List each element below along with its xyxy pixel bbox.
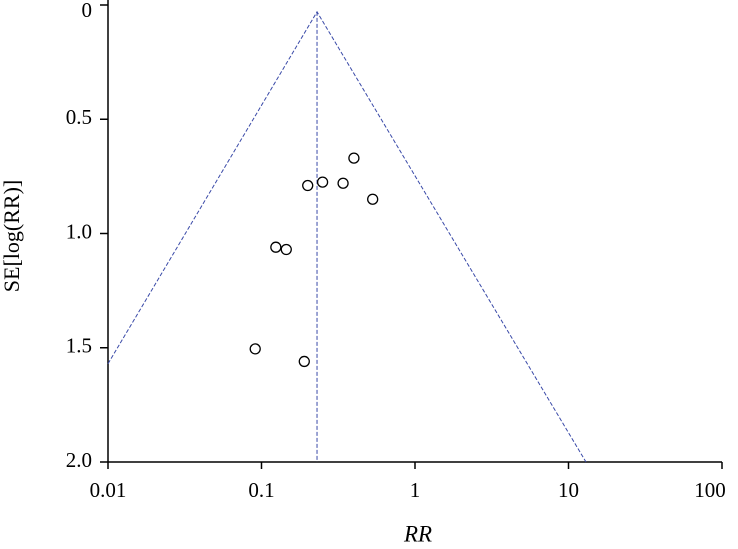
point [298,355,310,368]
funnel-line [107,10,587,463]
point [280,243,292,256]
point [367,193,379,205]
point [316,176,329,188]
y-tick-label: 0 [82,0,93,22]
y-axis-label: SE[log(RR)] [0,180,24,292]
x-axis-label: RR [403,521,432,546]
x-tick-label: 10 [558,478,579,502]
point [249,343,261,355]
x-tick-label: 0.1 [248,478,274,502]
point [270,241,282,253]
y-tick-label: 0.5 [66,105,92,129]
y-tick-label: 1.0 [66,219,92,243]
x-tick-label: 100 [694,478,726,502]
y-tick-label: 2.0 [66,448,92,472]
point [337,177,349,189]
point [302,179,314,192]
point [348,152,360,164]
y-tick-label: 1.5 [66,334,92,358]
x-tick-label: 0.01 [90,478,127,502]
x-tick-label: 1 [410,478,421,502]
